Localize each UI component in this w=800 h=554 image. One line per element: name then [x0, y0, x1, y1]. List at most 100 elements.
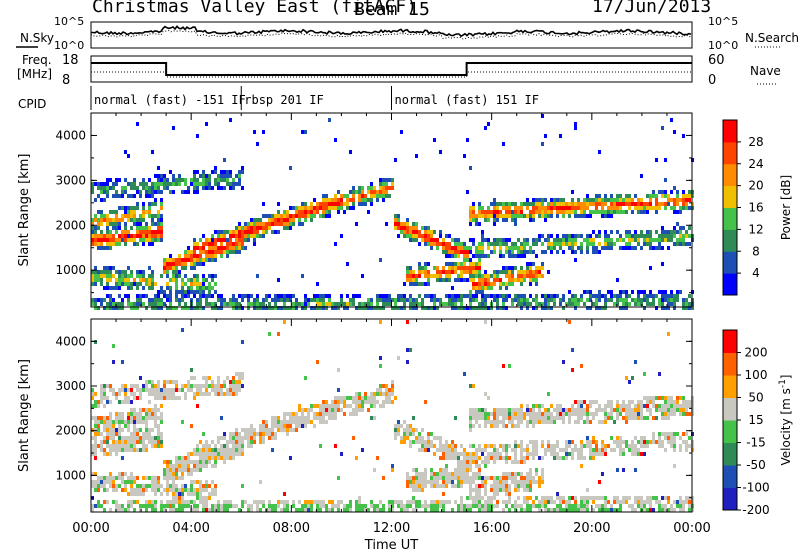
heatmap-cell: [364, 504, 367, 508]
heatmap-cell: [562, 214, 565, 218]
x-tick-label: 00:00: [72, 521, 109, 536]
heatmap-cell: [388, 294, 391, 298]
heatmap-cell: [670, 436, 673, 440]
heatmap-cell: [511, 242, 514, 246]
heatmap-cell: [526, 484, 529, 488]
heatmap-cell: [505, 218, 508, 222]
heatmap-cell: [112, 500, 115, 504]
heatmap-cell: [454, 302, 457, 306]
heatmap-cell: [460, 246, 463, 250]
heatmap-cell: [232, 376, 235, 380]
heatmap-cell: [118, 432, 121, 436]
heatmap-cell: [472, 408, 475, 412]
heatmap-cell: [577, 234, 580, 238]
heatmap-cell: [664, 408, 667, 412]
heatmap-cell: [643, 416, 646, 420]
heatmap-cell: [175, 278, 178, 282]
heatmap-cell: [139, 298, 142, 302]
heatmap-cell: [94, 218, 97, 222]
heatmap-cell: [124, 488, 127, 492]
heatmap-cell: [187, 460, 190, 464]
heatmap-cell: [151, 488, 154, 492]
heatmap-cell: [358, 500, 361, 504]
heatmap-cell: [457, 508, 460, 512]
heatmap-cell: [103, 448, 106, 452]
heatmap-cell: [367, 400, 370, 404]
heatmap-cell: [172, 258, 175, 262]
heatmap-cell: [487, 306, 490, 310]
heatmap-cell: [514, 278, 517, 282]
heatmap-cell: [241, 384, 244, 388]
heatmap-cell: [538, 270, 541, 274]
heatmap-cell: [193, 480, 196, 484]
heatmap-cell: [475, 290, 478, 294]
heatmap-cell: [250, 428, 253, 432]
heatmap-cell: [271, 214, 274, 218]
heatmap-cell: [532, 210, 535, 214]
heatmap-cell: [349, 500, 352, 504]
heatmap-cell: [505, 492, 508, 496]
heatmap-cell: [94, 420, 97, 424]
heatmap-cell: [115, 412, 118, 416]
heatmap-cell: [475, 282, 478, 286]
heatmap-cell: [274, 508, 277, 512]
heatmap-cell: [319, 420, 322, 424]
heatmap-cell: [583, 214, 586, 218]
heatmap-cell: [481, 496, 484, 500]
heatmap-cell: [214, 166, 217, 170]
heatmap-cell: [217, 380, 220, 384]
heatmap-cell: [427, 436, 430, 440]
heatmap-cell: [139, 408, 142, 412]
heatmap-cell: [103, 392, 106, 396]
heatmap-cell: [454, 266, 457, 270]
heatmap-cell: [640, 202, 643, 206]
heatmap-cell: [583, 290, 586, 294]
heatmap-cell: [628, 246, 631, 250]
heatmap-cell: [115, 396, 118, 400]
heatmap-cell: [112, 440, 115, 444]
heatmap-cell: [508, 484, 511, 488]
heatmap-cell: [277, 424, 280, 428]
heatmap-cell: [496, 484, 499, 488]
heatmap-cell: [511, 254, 514, 258]
heatmap-cell: [163, 384, 166, 388]
heatmap-cell: [154, 282, 157, 286]
heatmap-cell: [679, 404, 682, 408]
heatmap-cell: [406, 476, 409, 480]
heatmap-cell: [622, 400, 625, 404]
heatmap-cell: [394, 298, 397, 302]
heatmap-cell: [556, 206, 559, 210]
heatmap-cell: [160, 214, 163, 218]
heatmap-cell: [106, 396, 109, 400]
heatmap-cell: [286, 214, 289, 218]
heatmap-cell: [601, 420, 604, 424]
heatmap-cell: [661, 504, 664, 508]
heatmap-cell: [655, 210, 658, 214]
heatmap-cell: [319, 504, 322, 508]
heatmap-cell: [466, 278, 469, 282]
heatmap-cell: [622, 440, 625, 444]
heatmap-cell: [133, 424, 136, 428]
heatmap-cell: [229, 242, 232, 246]
heatmap-cell: [130, 274, 133, 278]
heatmap-cell: [256, 142, 259, 146]
heatmap-cell: [430, 432, 433, 436]
heatmap-cell: [424, 262, 427, 266]
heatmap-cell: [490, 456, 493, 460]
heatmap-cell: [424, 226, 427, 230]
heatmap-cell: [334, 242, 337, 246]
heatmap-cell: [148, 416, 151, 420]
heatmap-cell: [205, 242, 208, 246]
heatmap-cell: [328, 210, 331, 214]
heatmap-cell: [217, 250, 220, 254]
heatmap-cell: [451, 250, 454, 254]
heatmap-cell: [487, 500, 490, 504]
heatmap-cell: [349, 198, 352, 202]
heatmap-cell: [100, 186, 103, 190]
y-tick-label: 1000: [55, 468, 86, 482]
heatmap-cell: [145, 306, 148, 310]
heatmap-cell: [202, 376, 205, 380]
heatmap-cell: [664, 158, 667, 162]
heatmap-cell: [454, 448, 457, 452]
heatmap-cell: [277, 298, 280, 302]
